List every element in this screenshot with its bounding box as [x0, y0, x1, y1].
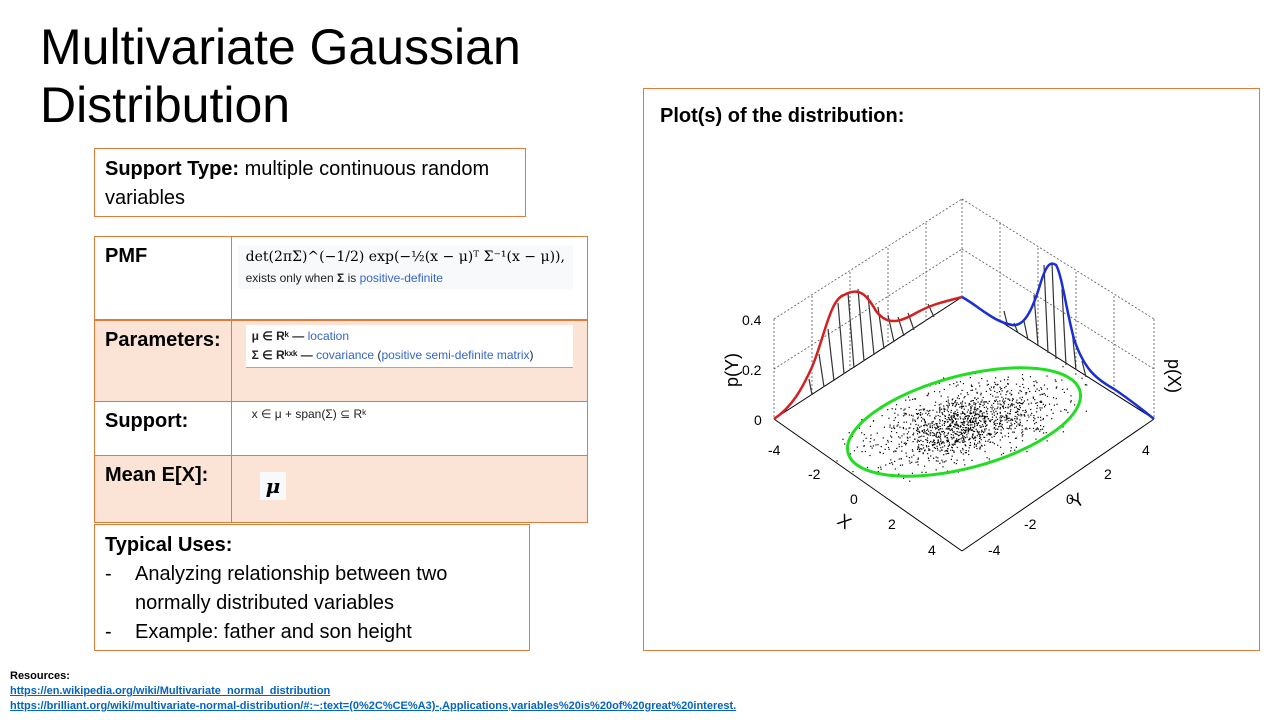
table-row-mean: Mean E[X]: μ: [94, 455, 588, 523]
pmf-label: PMF: [94, 236, 232, 321]
x-tick: 2: [888, 516, 896, 532]
marginal-curve-x: [961, 262, 1155, 420]
slide-title: Multivariate Gaussian Distribution: [40, 18, 521, 134]
resources-section: Resources: https://en.wikipedia.org/wiki…: [10, 669, 736, 714]
distribution-3d-plot: 0.4 0.2 0 -4 -2 0 2 4 4 2 0 -2 -4 X Y p(…: [722, 198, 1184, 558]
confidence-ellipse: [845, 366, 1083, 478]
p-x-label: p(X): [1164, 359, 1184, 393]
y-tick: -2: [1024, 516, 1037, 532]
x-tick: -4: [768, 442, 781, 458]
typical-uses-box: Typical Uses: - Analyzing relationship b…: [94, 524, 530, 651]
support-cell: x ∈ μ + span(Σ) ⊆ Rᵏ: [230, 401, 588, 456]
wall-left-bottom: [773, 296, 963, 420]
use-item-1: Analyzing relationship between two norma…: [135, 563, 448, 614]
positive-semi-definite-link[interactable]: positive semi-definite matrix: [381, 348, 530, 362]
support-type-value: multiple continuous random variables: [105, 158, 490, 209]
support-value: x ∈ μ + span(Σ) ⊆ Rᵏ: [245, 405, 573, 423]
x-axis-label: X: [834, 510, 855, 533]
parameters-label: Parameters:: [94, 319, 232, 402]
title-line-2: Distribution: [40, 77, 291, 133]
title-line-1: Multivariate Gaussian: [40, 19, 521, 75]
plot-title: Plot(s) of the distribution:: [660, 105, 905, 127]
p-y-label: p(Y): [722, 353, 742, 387]
pmf-note-sigma: Σ: [337, 271, 345, 285]
mean-value: μ: [259, 472, 287, 500]
marginal-curve-y: [773, 290, 963, 421]
pmf-formula-image: det(2πΣ)^(−1/2) exp(−½(x − μ)ᵀ Σ⁻¹(x − μ…: [237, 245, 573, 289]
plot-panel: Plot(s) of the distribution:: [643, 88, 1260, 651]
axis-right-front: [961, 418, 1155, 552]
table-row-parameters: Parameters: μ ∈ Rᵏ — location Σ ∈ Rᵏˣᵏ —…: [94, 319, 588, 402]
table-row-pmf: PMF det(2πΣ)^(−1/2) exp(−½(x − μ)ᵀ Σ⁻¹(x…: [94, 236, 588, 321]
pmf-note-prefix: exists only when: [245, 271, 334, 285]
use-item-2: Example: father and son height: [135, 621, 412, 643]
z-tick: 0: [754, 412, 762, 428]
support-type-label: Support Type:: [105, 158, 240, 180]
pmf-formula: det(2πΣ)^(−1/2) exp(−½(x − μ)ᵀ Σ⁻¹(x − μ…: [245, 249, 565, 265]
y-tick: -4: [988, 542, 1001, 558]
positive-definite-link[interactable]: positive-definite: [359, 271, 443, 285]
mean-cell: μ: [230, 455, 588, 523]
table-row-support: Support: x ∈ μ + span(Σ) ⊆ Rᵏ: [94, 401, 588, 456]
location-link[interactable]: location: [307, 329, 349, 343]
y-axis-label: Y: [1067, 489, 1088, 512]
pmf-cell: det(2πΣ)^(−1/2) exp(−½(x − μ)ᵀ Σ⁻¹(x − μ…: [230, 236, 588, 321]
y-tick: 0: [1066, 491, 1074, 507]
param1-math: μ ∈ Rᵏ —: [251, 329, 305, 343]
x-tick: 0: [850, 491, 858, 507]
param-covariance: Σ ∈ Rᵏˣᵏ — covariance (positive semi-def…: [251, 348, 534, 362]
z-tick: 0.4: [742, 312, 762, 328]
z-tick: 0.2: [742, 362, 762, 378]
typical-uses-heading: Typical Uses:: [105, 534, 233, 556]
x-tick: 4: [928, 542, 936, 558]
list-item: - Example: father and son height: [105, 618, 519, 647]
y-tick: 4: [1142, 442, 1150, 458]
pmf-note: exists only when Σ is positive-definite: [246, 271, 565, 285]
param-location: μ ∈ Rᵏ — location: [252, 327, 567, 346]
list-item: - Analyzing relationship between two nor…: [105, 560, 519, 618]
covariance-link[interactable]: covariance: [316, 348, 375, 362]
parameters-cell: μ ∈ Rᵏ — location Σ ∈ Rᵏˣᵏ — covariance …: [230, 319, 588, 402]
resources-heading: Resources:: [10, 670, 70, 682]
support-label: Support:: [94, 401, 232, 456]
parameters-image: μ ∈ Rᵏ — location Σ ∈ Rᵏˣᵏ — covariance …: [245, 325, 573, 368]
scatter-cloud: [836, 366, 1088, 482]
pmf-note-is: is: [347, 271, 357, 285]
axis-left-front: [773, 418, 963, 552]
mean-label: Mean E[X]:: [94, 455, 232, 523]
distribution-properties-table: PMF det(2πΣ)^(−1/2) exp(−½(x − μ)ᵀ Σ⁻¹(x…: [94, 236, 588, 523]
wikipedia-link[interactable]: https://en.wikipedia.org/wiki/Multivaria…: [10, 685, 331, 697]
x-tick: -2: [808, 466, 821, 482]
y-tick: 2: [1104, 466, 1112, 482]
support-type-box: Support Type: multiple continuous random…: [94, 148, 526, 217]
brilliant-link[interactable]: https://brilliant.org/wiki/multivariate-…: [10, 700, 737, 712]
param2-math: Σ ∈ Rᵏˣᵏ —: [251, 348, 313, 362]
